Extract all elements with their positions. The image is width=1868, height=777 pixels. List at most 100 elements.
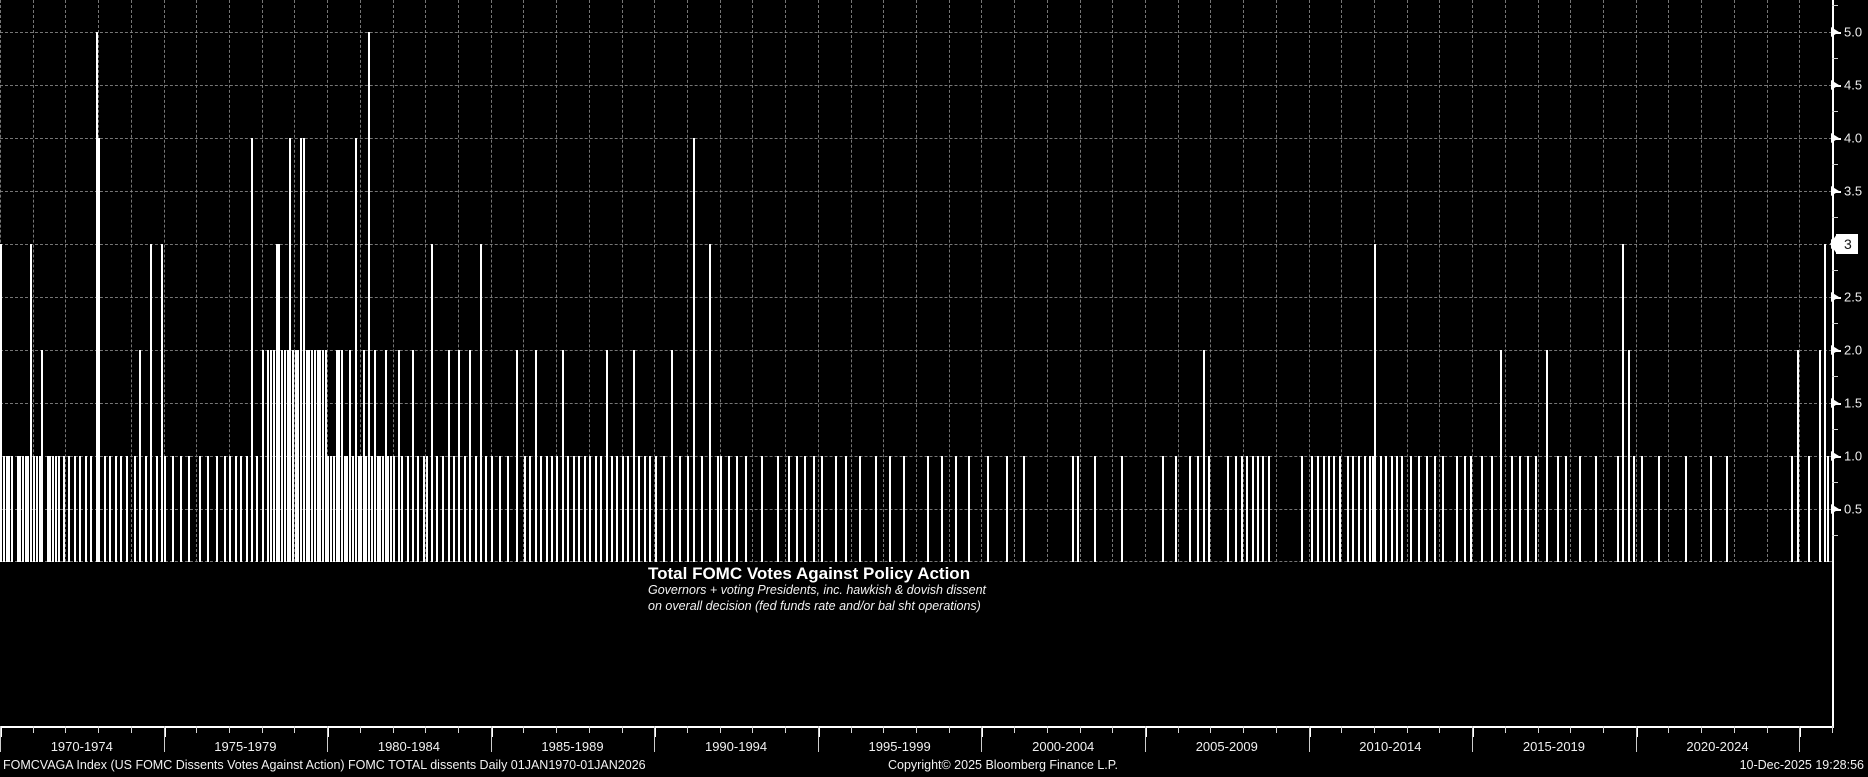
chart-bar	[49, 455, 52, 562]
x-axis-tick-minor	[719, 726, 721, 733]
chart-bar	[95, 31, 98, 562]
chart-bar	[104, 455, 106, 562]
chart-bar	[313, 349, 316, 562]
chart-bar	[1251, 455, 1254, 562]
x-axis-tick-minor	[523, 726, 525, 733]
chart-bar	[1022, 455, 1025, 562]
chart-bar	[390, 455, 393, 562]
chart-bar	[578, 455, 581, 562]
chart-bar	[1390, 455, 1393, 562]
x-axis-tick-minor	[850, 726, 852, 733]
chart-bar	[1685, 455, 1688, 562]
chart-bar	[319, 349, 322, 562]
x-axis-group-separator	[1799, 726, 1801, 752]
chart-bar	[1374, 243, 1377, 562]
chart-bar	[308, 349, 311, 562]
chart-bar	[294, 349, 297, 562]
x-axis-tick-minor	[98, 726, 100, 733]
chart-bar	[327, 455, 330, 562]
x-axis-tick-minor	[1439, 726, 1441, 733]
chart-bar	[150, 243, 153, 562]
x-axis-tick-minor	[1733, 726, 1735, 733]
x-axis-tick-major	[0, 726, 2, 737]
chart-bar	[643, 455, 646, 562]
x-axis-tick-label: 2010-2014	[1359, 739, 1422, 754]
chart-bar	[804, 455, 807, 562]
chart-bar	[392, 455, 395, 562]
chart-bar	[1456, 455, 1459, 562]
y-axis-tick-label: 1.0	[1844, 448, 1863, 464]
chart-bar	[859, 455, 862, 562]
bar-series-layer	[0, 31, 1829, 562]
y-axis-tick-arrow	[1831, 79, 1839, 90]
x-axis-tick-label: 1985-1989	[541, 739, 604, 754]
chart-bar	[270, 349, 273, 562]
chart-bar	[638, 455, 641, 562]
chart-bar	[223, 455, 226, 562]
y-axis-tick-arrow	[1831, 397, 1839, 408]
x-axis-tick-minor	[130, 726, 132, 733]
y-axis-tick-arrow	[1831, 291, 1839, 302]
x-axis-tick-minor	[1570, 726, 1572, 733]
chart-bar	[5, 455, 8, 562]
x-axis-tick-minor	[883, 726, 885, 733]
chart-bar	[1071, 455, 1074, 562]
chart-plot-area[interactable]	[0, 0, 1832, 562]
chart-bar	[1300, 455, 1303, 562]
chart-bar	[605, 349, 608, 562]
x-axis-tick-minor	[1243, 726, 1245, 733]
chart-bar	[172, 455, 175, 562]
chart-bar	[354, 137, 357, 562]
chart-bar	[1556, 455, 1559, 562]
x-axis-tick-major	[1472, 726, 1475, 737]
chart-bar	[583, 455, 586, 562]
chart-bar	[256, 455, 259, 562]
chart-bar	[1333, 455, 1336, 562]
chart-bar	[717, 455, 720, 562]
x-axis-tick-minor	[785, 726, 787, 733]
chart-bar	[523, 455, 526, 562]
chart-bar	[1807, 455, 1810, 562]
x-axis-tick-label: 2000-2004	[1032, 739, 1095, 754]
chart-bar	[335, 349, 338, 562]
chart-bar	[79, 455, 82, 562]
chart-bar	[452, 455, 455, 562]
chart-bar	[480, 243, 483, 562]
x-axis-tick-major	[1308, 726, 1311, 737]
current-value-flag: 3	[1830, 233, 1858, 254]
x-axis-tick-label: 1970-1974	[50, 739, 113, 754]
chart-bar	[1824, 243, 1827, 562]
chart-bar	[649, 455, 652, 562]
x-axis-tick-label: 1990-1994	[704, 739, 768, 754]
chart-bar	[534, 349, 537, 562]
chart-bar	[11, 455, 14, 562]
chart-subtitle-line-1: Governors + voting Presidents, inc. hawk…	[648, 583, 987, 598]
chart-bar	[627, 455, 630, 562]
chart-bar	[728, 455, 731, 562]
chart-bar	[954, 455, 957, 562]
chart-bar	[463, 455, 466, 562]
chart-bar	[458, 349, 461, 562]
chart-bar	[788, 455, 791, 562]
chart-bar	[845, 455, 848, 562]
chart-title: Total FOMC Votes Against Policy Action	[648, 564, 971, 583]
y-axis[interactable]: 0.5 1.0 1.5 2.0 2.5 3.5 4.0 4.5 5.0 3	[1830, 0, 1868, 728]
x-axis-tick-label: 2015-2019	[1522, 739, 1586, 754]
chart-bar	[1338, 455, 1341, 562]
x-axis-tick-minor	[1112, 726, 1114, 733]
chart-bar	[1196, 455, 1199, 562]
chart-bar	[572, 455, 575, 562]
chart-bar	[370, 455, 373, 562]
x-axis-group-separator	[1308, 726, 1310, 752]
chart-bar	[384, 349, 387, 562]
x-axis-tick-minor	[359, 726, 361, 733]
chart-bar	[1641, 455, 1644, 562]
chart-bar	[499, 455, 502, 562]
chart-bar	[1417, 455, 1420, 562]
x-axis-tick-minor	[588, 726, 590, 733]
footer-security-description: FOMCVAGA Index (US FOMC Dissents Votes A…	[3, 758, 646, 772]
footer-timestamp: 10-Dec-2025 19:28:56	[1739, 758, 1864, 772]
y-axis-tick-label: 2.5	[1844, 289, 1863, 305]
y-axis-tick-label: 5.0	[1844, 24, 1863, 40]
